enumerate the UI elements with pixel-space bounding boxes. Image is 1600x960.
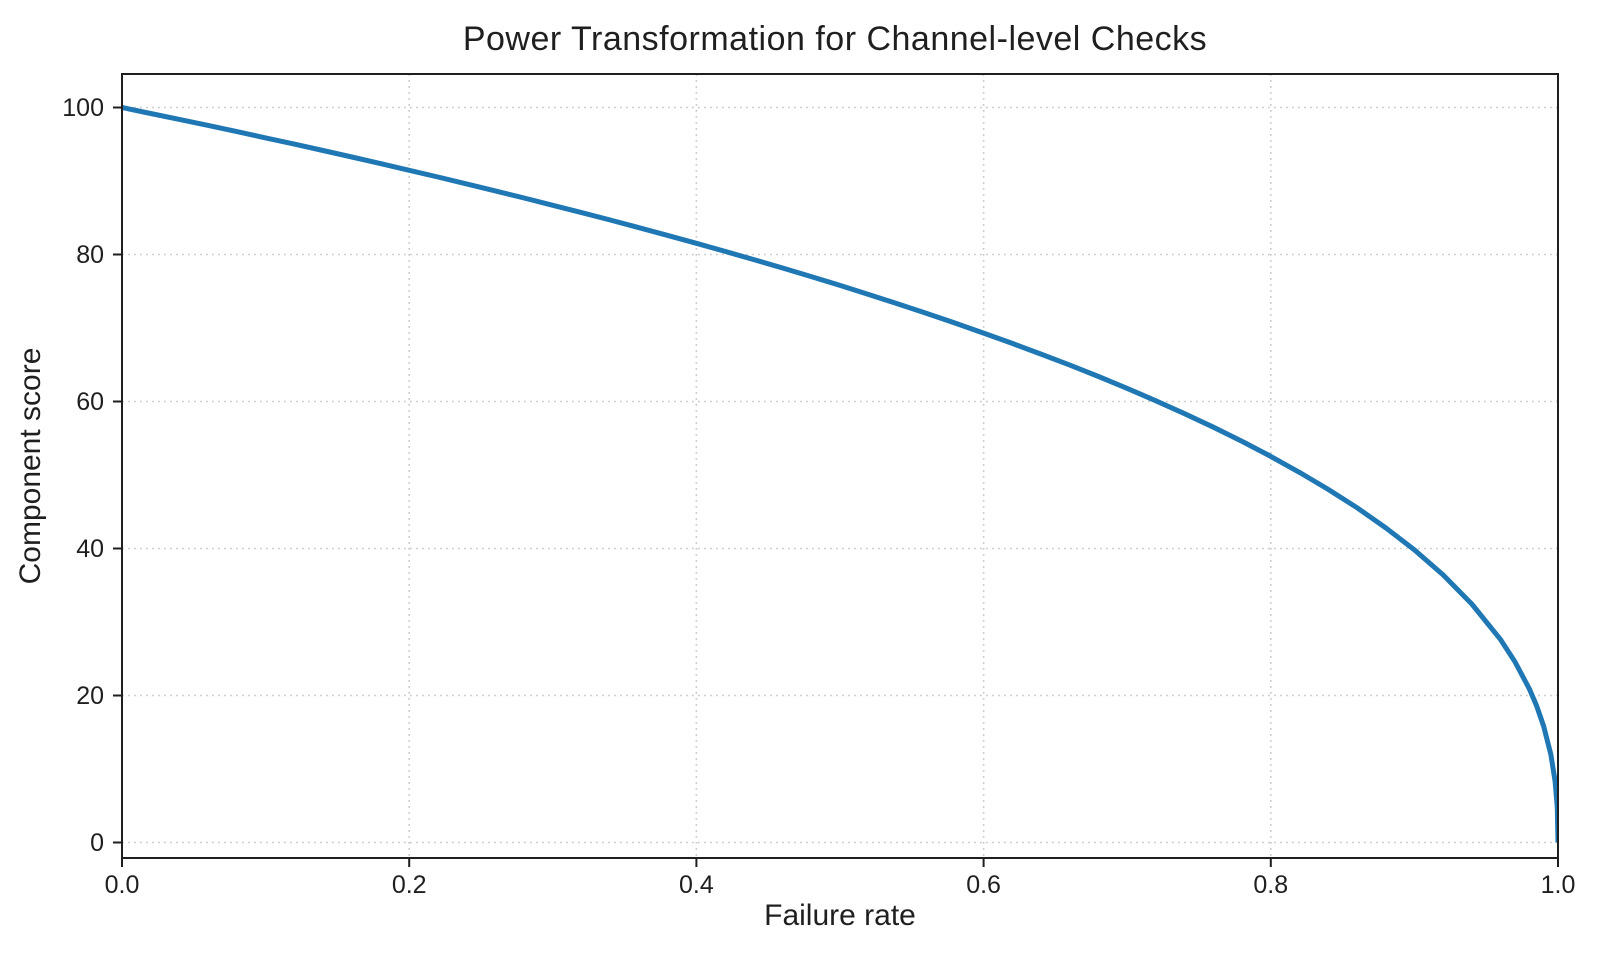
x-tick-label: 0.8 [1253,871,1288,899]
x-tick-label: 0.0 [105,871,140,899]
y-axis-label: Component score [14,348,47,585]
x-tick-labels: 0.0 0.2 0.4 0.6 0.8 1.0 [105,871,1576,899]
grid-lines [121,74,1559,858]
y-tick-label: 40 [76,535,104,563]
y-tick-label: 80 [76,241,104,269]
x-tick-label: 0.4 [679,871,714,899]
plot-border [121,73,1559,859]
chart-title: Power Transformation for Channel-level C… [463,20,1207,58]
power-curve-line [122,105,1558,843]
x-tick-label: 0.6 [966,871,1001,899]
x-tick-label: 0.2 [392,871,427,899]
y-tick-label: 60 [76,388,104,416]
y-tick-label: 100 [62,94,104,122]
y-tick-label: 0 [90,829,104,857]
y-tick-labels: 0 20 40 60 80 100 [62,94,104,857]
x-tick-label: 1.0 [1541,871,1576,899]
tick-marks [113,106,1559,867]
y-tick-label: 20 [76,682,104,710]
x-axis-label: Failure rate [764,899,916,932]
